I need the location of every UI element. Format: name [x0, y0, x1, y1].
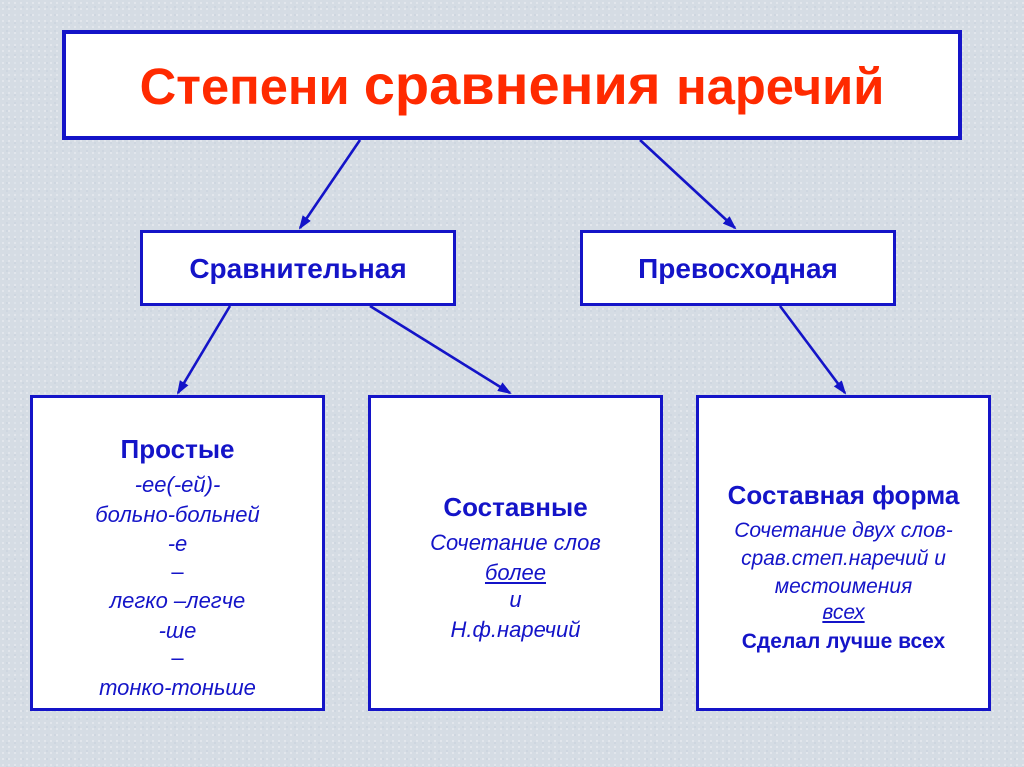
supform-body: Сочетание двух слов- срав.степ.наречий и… — [734, 518, 953, 655]
title-part-3: наречий — [676, 58, 884, 115]
simple-line-3: -ше – — [159, 617, 197, 672]
supform-line-3a: местоимения — [775, 574, 912, 600]
comparative-label: Сравнительная — [189, 251, 406, 286]
title-part-1: Степени — [140, 58, 364, 115]
page-title: Степени сравнения наречий — [140, 50, 885, 120]
compound-heading: Составные — [443, 491, 587, 524]
compound-forms-box: Составные Сочетание слов более и Н.ф.нар… — [368, 395, 663, 711]
simple-example-1: больно-больней — [95, 501, 259, 529]
compound-line-3: Н.ф.наречий — [451, 616, 581, 644]
simple-example-3: тонко-тоньше — [99, 674, 256, 702]
compound-underline-bolee: более — [485, 559, 546, 587]
simple-dash-2: – — [168, 558, 188, 586]
simple-body: -ее(-ей)- больно-больней -е – легко –лег… — [95, 471, 259, 701]
simple-forms-box: Простые -ее(-ей)- больно-больней -е – ле… — [30, 395, 325, 711]
compound-line-1: Сочетание слов — [430, 529, 601, 557]
supform-line-1: Сочетание двух слов- — [734, 518, 953, 544]
supform-example: Сделал лучше всех — [742, 629, 945, 655]
supform-line-2: срав.степ.наречий и — [741, 546, 946, 572]
title-box: Степени сравнения наречий — [62, 30, 962, 140]
compound-body: Сочетание слов более и Н.ф.наречий — [430, 529, 601, 643]
supform-line-3: местоимения всех — [775, 574, 912, 627]
superlative-label: Превосходная — [638, 251, 838, 286]
arrow-title-to-comparative — [300, 140, 360, 228]
comparative-box: Сравнительная — [140, 230, 456, 306]
arrow-superlative-to-supform — [780, 306, 845, 393]
simple-example-2: легко –легче — [110, 587, 246, 615]
supform-underline-vsekh: всех — [775, 600, 912, 626]
superlative-form-box: Составная форма Сочетание двух слов- сра… — [696, 395, 991, 711]
simple-suffix-3: -ше — [159, 617, 197, 645]
arrow-title-to-superlative — [640, 140, 735, 228]
simple-line-2: -е – — [168, 530, 188, 585]
simple-suffix-1: -ее(-ей)- — [135, 471, 221, 499]
superlative-box: Превосходная — [580, 230, 896, 306]
simple-dash-3: – — [159, 644, 197, 672]
supform-heading: Составная форма — [728, 479, 960, 512]
arrow-comparative-to-compound — [370, 306, 510, 393]
compound-line-2: более и — [485, 559, 546, 614]
simple-heading: Простые — [121, 433, 235, 466]
title-part-2: сравнения — [364, 53, 676, 116]
arrow-comparative-to-simple — [178, 306, 230, 393]
compound-and: и — [485, 586, 546, 614]
simple-suffix-2: -е — [168, 530, 188, 558]
